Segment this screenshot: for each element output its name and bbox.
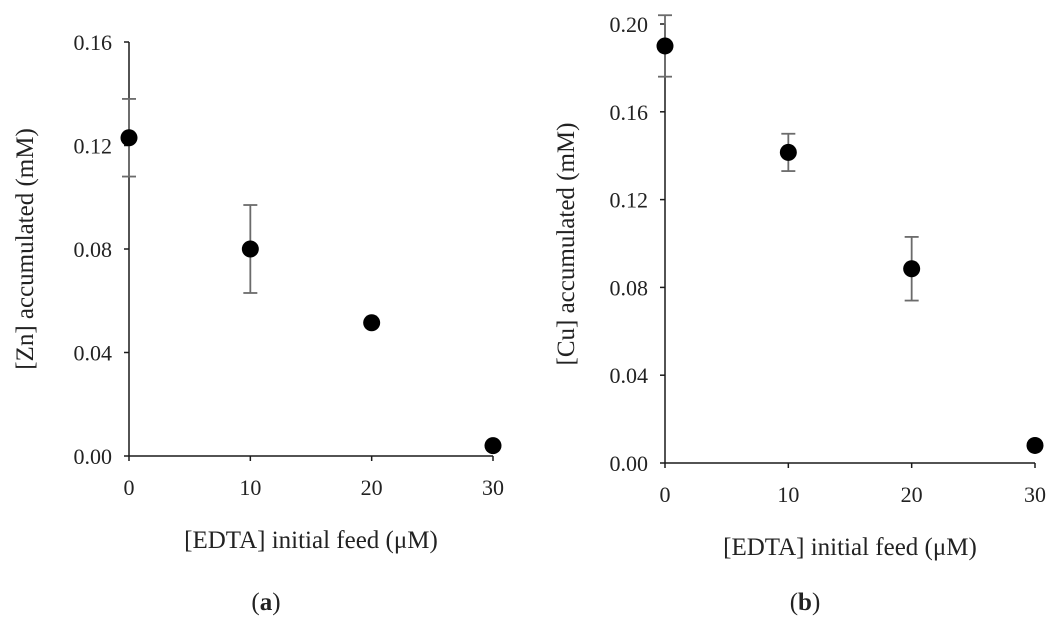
x-tick-label: 10 (777, 482, 799, 507)
y-tick-label: 0.20 (610, 12, 649, 37)
x-tick-label: 30 (1024, 482, 1046, 507)
data-point (779, 143, 797, 161)
data-point (120, 129, 138, 147)
y-tick-label: 0.04 (610, 363, 649, 388)
data-point (363, 314, 381, 332)
y-tick-label: 0.12 (74, 134, 113, 159)
x-axis-title: [EDTA] initial feed (μM) (184, 527, 438, 554)
y-tick-label: 0.00 (74, 444, 113, 469)
data-point (903, 260, 921, 278)
y-axis-title: [Cu] accumulated (mM) (553, 123, 580, 366)
y-tick-label: 0.08 (74, 237, 113, 262)
chart-panel-a: 0.00 0.04 0.08 0.12 0.16 0 10 20 30 [EDTA] initia… (12, 30, 504, 616)
y-tick-label: 0.08 (610, 275, 649, 300)
panel-label: (b) (790, 589, 821, 616)
data-point (484, 437, 502, 455)
y-tick-label: 0.16 (610, 100, 649, 125)
x-axis-title: [EDTA] initial feed (μM) (723, 534, 977, 561)
panel-label: (a) (251, 589, 280, 616)
y-tick-label: 0.04 (74, 341, 113, 366)
data-point (1026, 436, 1044, 454)
data-point (656, 37, 674, 55)
x-tick-label: 10 (239, 475, 261, 500)
y-tick-label: 0.12 (610, 188, 649, 213)
x-tick-label: 0 (124, 475, 135, 500)
y-tick-label: 0.16 (74, 30, 113, 55)
x-tick-label: 20 (361, 475, 383, 500)
x-tick-label: 0 (660, 482, 671, 507)
x-tick-label: 30 (482, 475, 504, 500)
y-tick-label: 0.00 (610, 451, 649, 476)
y-axis-title: [Zn] accumulated (mM) (12, 128, 39, 370)
data-point (241, 240, 259, 258)
chart-panel-b: 0.00 0.04 0.08 0.12 0.16 0.20 0 10 20 30 [EDTA] in… (553, 12, 1046, 616)
x-tick-label: 20 (901, 482, 923, 507)
